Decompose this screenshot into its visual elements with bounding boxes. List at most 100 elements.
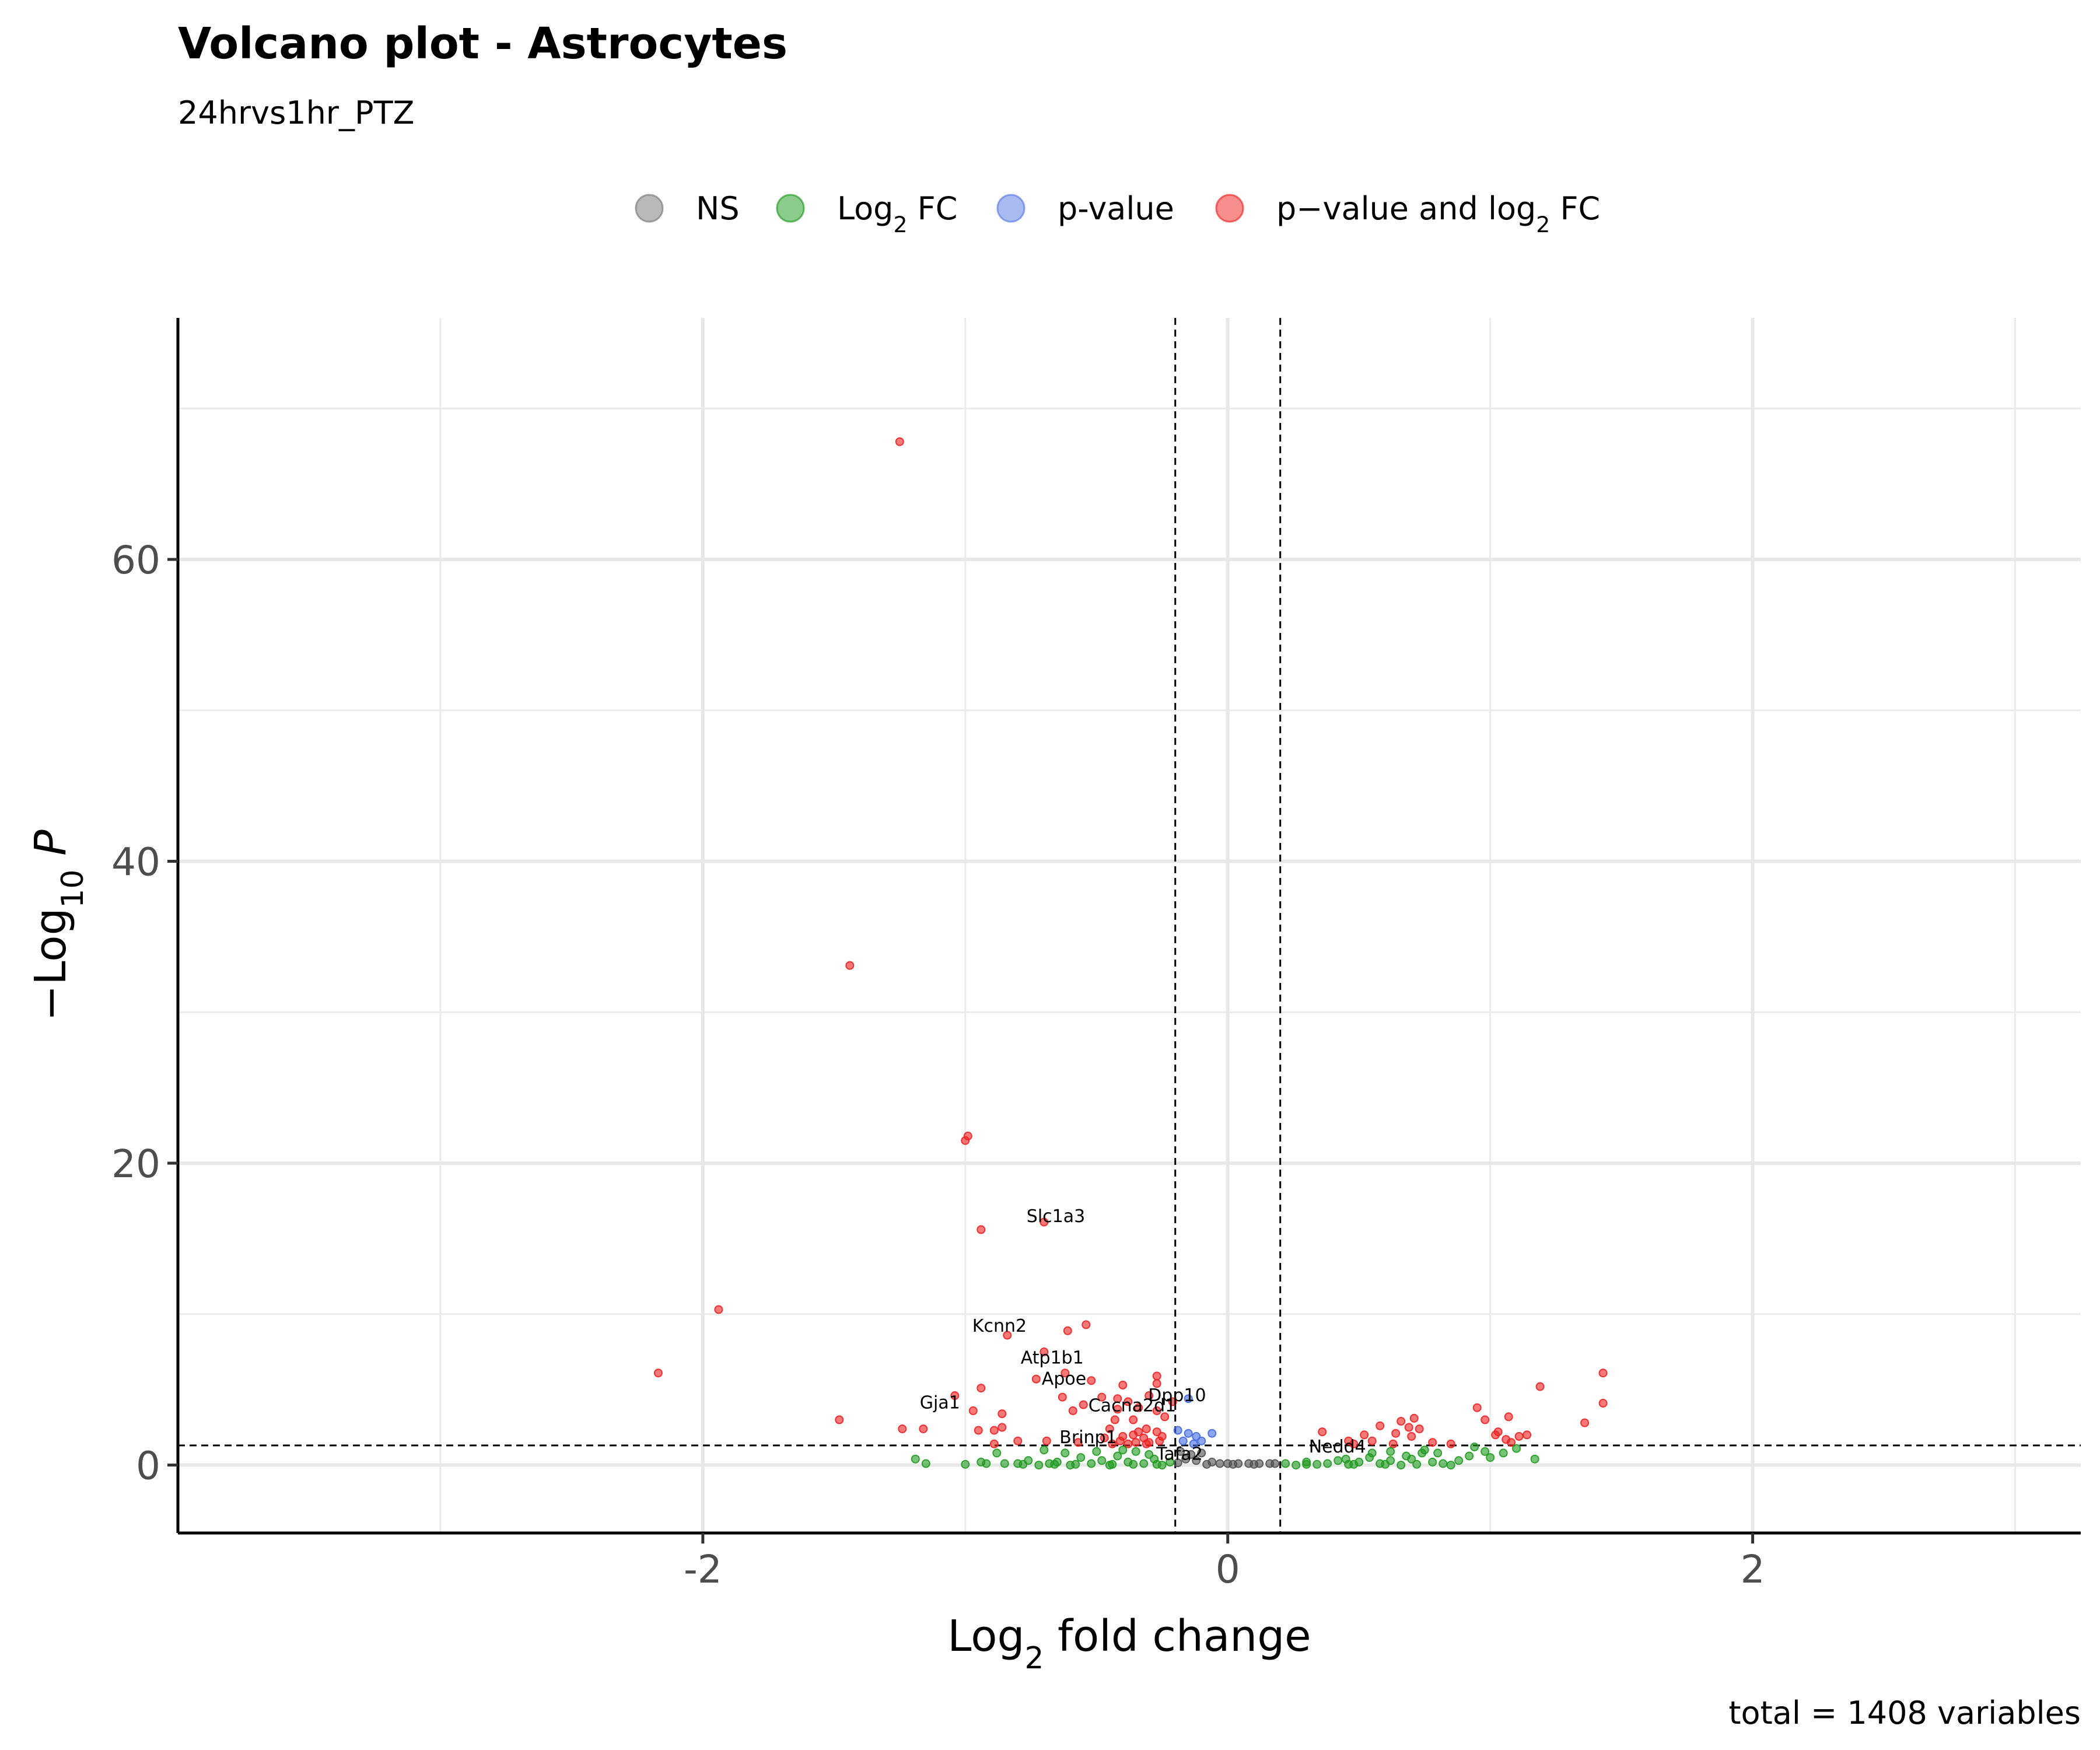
- data-point: [1412, 1460, 1422, 1469]
- x-axis-title: Log2 fold change: [947, 1611, 1311, 1676]
- data-point: [911, 1454, 920, 1464]
- data-point: [1058, 1392, 1067, 1402]
- legend-label-p: p-value: [1058, 190, 1174, 227]
- data-point: [1270, 1459, 1280, 1468]
- data-point: [1142, 1439, 1151, 1448]
- data-point: [1097, 1456, 1107, 1465]
- data-point: [977, 1225, 986, 1234]
- data-point: [1402, 1451, 1411, 1461]
- data-point: [1160, 1412, 1170, 1422]
- data-point: [1192, 1456, 1201, 1465]
- data-point: [1334, 1456, 1343, 1465]
- grid-lines: [178, 318, 2081, 1533]
- data-point: [989, 1426, 999, 1435]
- data-point: [1152, 1371, 1161, 1381]
- data-point: [1110, 1415, 1119, 1424]
- data-point: [1202, 1460, 1212, 1469]
- data-point: [1113, 1451, 1122, 1461]
- data-point: [1087, 1459, 1096, 1468]
- legend-label-pfc: p−value and log2 FC: [1276, 190, 1600, 237]
- data-point: [1388, 1439, 1398, 1448]
- data-point: [1108, 1460, 1117, 1469]
- data-point: [974, 1426, 983, 1435]
- data-point: [1349, 1460, 1359, 1469]
- data-point: [1208, 1429, 1217, 1438]
- data-point: [1076, 1453, 1086, 1462]
- legend-swatch-ns: [635, 194, 664, 223]
- data-point: [1302, 1460, 1311, 1469]
- caption: total = 1408 variables: [1728, 1695, 2081, 1731]
- data-point: [998, 1409, 1007, 1419]
- data-point: [1480, 1415, 1490, 1424]
- data-point: [1087, 1376, 1096, 1385]
- data-point: [1472, 1403, 1482, 1412]
- data-point: [1598, 1399, 1608, 1408]
- chart-subtitle: 24hrvs1hr_PTZ: [178, 94, 415, 131]
- data-point: [1097, 1392, 1107, 1402]
- threshold-lines: [178, 318, 2081, 1533]
- x-tick-label: 0: [1216, 1547, 1240, 1592]
- y-tick-label: 60: [111, 538, 160, 583]
- y-axis-title: −Log10 P: [26, 830, 90, 1021]
- data-point: [1512, 1444, 1521, 1453]
- data-point: [950, 1391, 960, 1400]
- data-point: [998, 1423, 1007, 1432]
- data-point: [1318, 1427, 1327, 1437]
- data-point: [1454, 1456, 1464, 1465]
- data-point: [1073, 1438, 1083, 1447]
- data-point: [1415, 1424, 1424, 1433]
- data-point: [1100, 1433, 1109, 1443]
- data-point: [1486, 1453, 1495, 1462]
- data-point: [1189, 1439, 1198, 1448]
- chart-title: Volcano plot - Astrocytes: [178, 19, 788, 69]
- gene-label: Gja1: [920, 1393, 960, 1413]
- data-point: [1040, 1348, 1049, 1356]
- data-point: [1071, 1460, 1080, 1469]
- data-point: [1139, 1459, 1149, 1468]
- data-point: [845, 961, 855, 970]
- gene-label: Kcnn2: [972, 1316, 1027, 1336]
- data-point: [919, 1424, 928, 1433]
- data-point: [1184, 1394, 1193, 1404]
- data-point: [1197, 1448, 1206, 1458]
- data-point: [1113, 1405, 1122, 1414]
- gene-label: Tafa2: [1156, 1444, 1203, 1464]
- legend-label-ns: NS: [696, 190, 740, 227]
- data-point: [1168, 1397, 1177, 1406]
- gene-label: Nedd4: [1309, 1437, 1366, 1457]
- legend: NS Log2 FC p-value p−value and log2 FC: [635, 190, 1600, 237]
- data-point: [1428, 1438, 1437, 1447]
- data-point: [1184, 1429, 1193, 1438]
- data-point: [1034, 1461, 1044, 1470]
- y-tick-label: 20: [111, 1142, 160, 1186]
- data-point: [1598, 1368, 1608, 1378]
- data-point: [1407, 1432, 1416, 1441]
- data-point: [1197, 1436, 1206, 1446]
- data-point: [1134, 1403, 1143, 1412]
- data-point: [1031, 1374, 1041, 1384]
- data-point: [1470, 1443, 1479, 1451]
- data-point: [1124, 1397, 1133, 1406]
- data-point: [1060, 1448, 1070, 1458]
- data-point: [1129, 1460, 1138, 1469]
- data-point: [1129, 1430, 1138, 1440]
- data-point: [1124, 1439, 1133, 1448]
- data-point: [921, 1459, 930, 1468]
- data-point: [1349, 1439, 1359, 1448]
- data-point: [1115, 1436, 1125, 1446]
- data-point: [1404, 1423, 1413, 1432]
- data-point: [714, 1305, 723, 1314]
- data-point: [1108, 1439, 1117, 1448]
- data-point: [1360, 1430, 1369, 1440]
- gene-label: Slc1a3: [1027, 1206, 1085, 1227]
- gene-label: Brinp1: [1059, 1427, 1116, 1448]
- data-point: [1142, 1424, 1151, 1433]
- data-point: [895, 437, 904, 446]
- data-point: [1312, 1460, 1322, 1469]
- gene-label: Dpp10: [1148, 1385, 1206, 1406]
- data-point: [1013, 1436, 1023, 1446]
- data-point: [1131, 1438, 1140, 1447]
- data-point: [1409, 1413, 1419, 1423]
- gene-label: Apoe: [1042, 1369, 1086, 1390]
